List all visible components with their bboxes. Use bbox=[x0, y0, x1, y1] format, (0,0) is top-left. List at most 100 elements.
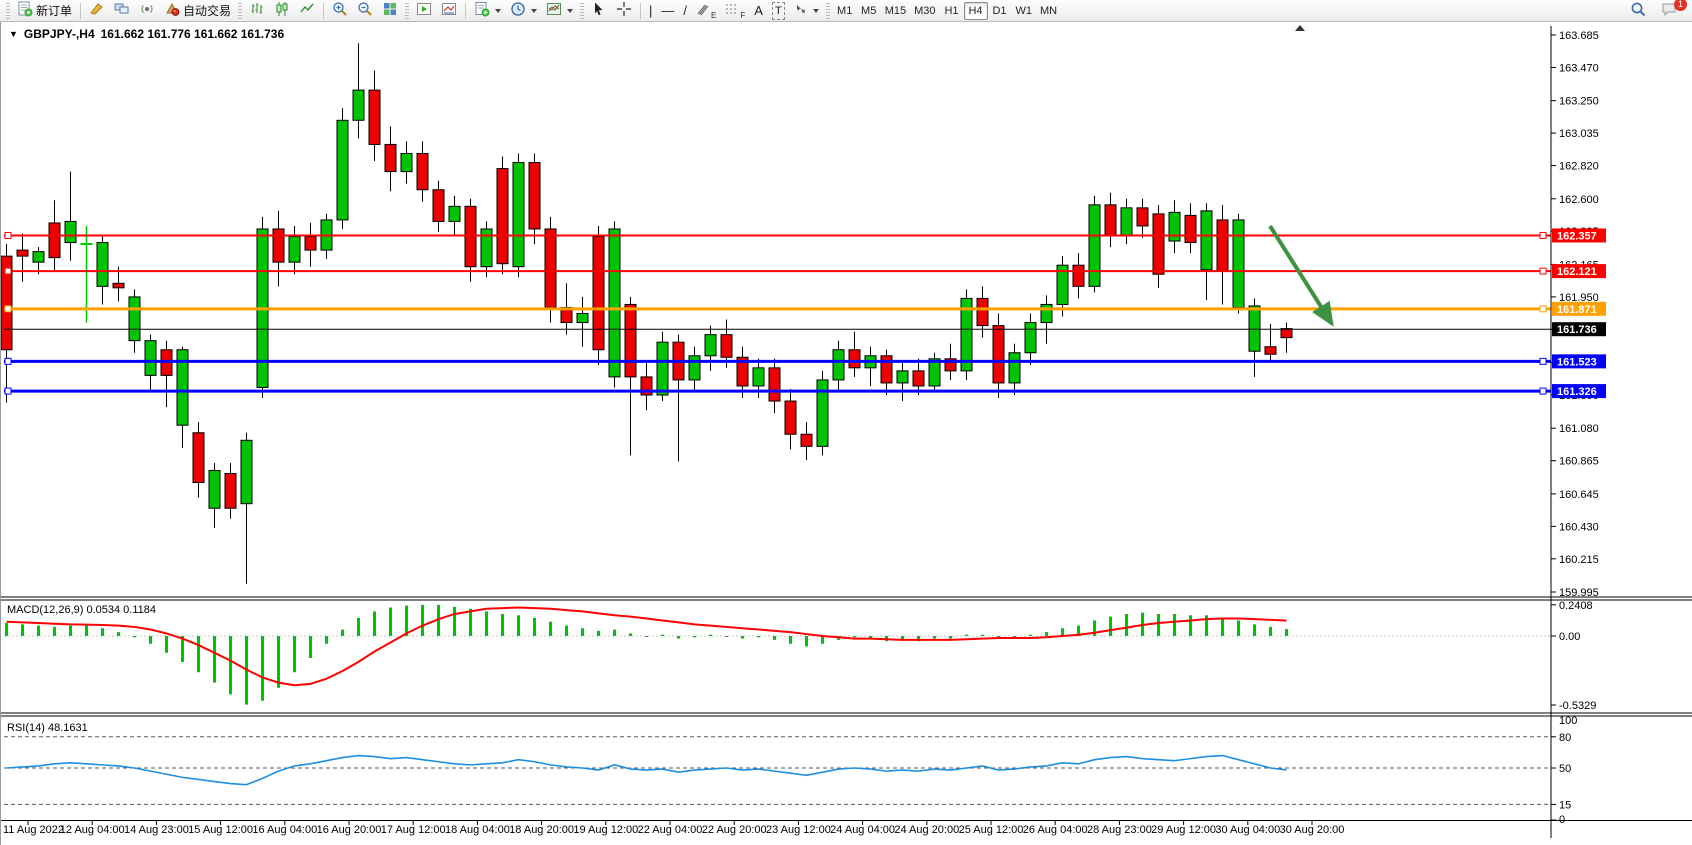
vertical-line-tool[interactable]: | bbox=[645, 1, 656, 21]
price-label-box bbox=[1552, 301, 1606, 316]
fibonacci-tool[interactable]: F bbox=[721, 1, 749, 21]
svg-text:26 Aug 04:00: 26 Aug 04:00 bbox=[1023, 824, 1088, 836]
signals-button[interactable] bbox=[135, 1, 159, 21]
toolbar-grip[interactable] bbox=[825, 2, 830, 19]
autotrading-icon bbox=[164, 1, 180, 20]
bar-chart-icon bbox=[249, 1, 265, 20]
timeframe-m15[interactable]: M15 bbox=[884, 4, 907, 17]
candle bbox=[624, 303, 637, 378]
strategy-tester-button[interactable] bbox=[412, 1, 436, 21]
chart-title: ▼ GBPJPY-,H4 161.662 161.776 161.662 161… bbox=[7, 27, 287, 41]
candlestick-chart-icon bbox=[274, 1, 290, 20]
svg-text:160.645: 160.645 bbox=[1559, 489, 1599, 501]
search-button[interactable] bbox=[1626, 1, 1651, 21]
separator bbox=[640, 2, 642, 19]
svg-text:19 Aug 12:00: 19 Aug 12:00 bbox=[573, 824, 638, 836]
equidistant-channel-tool[interactable]: E bbox=[692, 1, 720, 21]
new-order-button[interactable]: 新订单 bbox=[13, 1, 76, 21]
collapse-arrow-icon[interactable]: ▼ bbox=[9, 29, 18, 39]
candle bbox=[1104, 204, 1117, 236]
zoom-in-button[interactable] bbox=[328, 1, 352, 21]
candle bbox=[720, 334, 733, 358]
notification-badge: 1 bbox=[1674, 0, 1687, 11]
notifications-button[interactable]: 1 bbox=[1657, 0, 1687, 21]
toolbar-grip[interactable] bbox=[238, 2, 243, 19]
toolbar-grip[interactable] bbox=[405, 2, 410, 19]
svg-text:24 Aug 04:00: 24 Aug 04:00 bbox=[830, 824, 895, 836]
candle bbox=[1040, 303, 1053, 324]
autotrading-button[interactable]: 自动交易 bbox=[160, 1, 235, 21]
timeframe-d1[interactable]: D1 bbox=[992, 4, 1007, 17]
price-label-box bbox=[1552, 384, 1606, 399]
macd-panel: 0.2408 0.00 -0.5329 MACD(12,26,9) 0.0534 0.… bbox=[4, 600, 1596, 712]
text-label-tool[interactable]: T bbox=[768, 1, 789, 21]
text-tool[interactable]: A bbox=[750, 1, 767, 21]
candlestick-chart-button[interactable] bbox=[270, 1, 294, 21]
line-chart-button[interactable] bbox=[295, 1, 319, 21]
rsi-panel: 100 80 50 15 0 RSI(14) 48.1631 bbox=[4, 715, 1577, 826]
market-watch-button[interactable] bbox=[110, 1, 134, 21]
styler-button[interactable] bbox=[85, 1, 109, 21]
candle bbox=[480, 228, 493, 268]
svg-text:24 Aug 20:00: 24 Aug 20:00 bbox=[894, 824, 959, 836]
svg-text:25 Aug 12:00: 25 Aug 12:00 bbox=[959, 824, 1024, 836]
separator bbox=[323, 2, 325, 19]
candle bbox=[768, 367, 781, 402]
candle bbox=[352, 89, 365, 121]
svg-text:28 Aug 23:00: 28 Aug 23:00 bbox=[1087, 824, 1152, 836]
timeframe-h1[interactable]: H1 bbox=[944, 4, 959, 17]
candle bbox=[944, 358, 957, 372]
timeframe-m30[interactable]: M30 bbox=[914, 4, 936, 17]
panel-frames bbox=[0, 22, 1692, 845]
price-labels: 162.357 162.121 161.871 161.736 161.523 161.3… bbox=[1552, 228, 1606, 399]
svg-text:160.215: 160.215 bbox=[1559, 554, 1599, 566]
candle bbox=[1168, 211, 1181, 242]
timeframe-m1[interactable]: M1 bbox=[837, 4, 853, 17]
timeframe-w1[interactable]: W1 bbox=[1015, 4, 1033, 17]
toolbar-grip[interactable] bbox=[6, 2, 10, 19]
templates-button[interactable] bbox=[542, 1, 577, 21]
arrows-tool[interactable] bbox=[790, 1, 823, 21]
svg-text:29 Aug 12:00: 29 Aug 12:00 bbox=[1151, 824, 1216, 836]
candle bbox=[464, 205, 477, 268]
zoom-out-button[interactable] bbox=[353, 1, 377, 21]
svg-text:18 Aug 04:00: 18 Aug 04:00 bbox=[445, 824, 510, 836]
svg-text:163.250: 163.250 bbox=[1559, 96, 1599, 108]
clock-icon bbox=[510, 1, 526, 20]
timeframe-m5[interactable]: M5 bbox=[861, 4, 877, 17]
candle bbox=[400, 152, 413, 173]
candle bbox=[192, 432, 205, 484]
indicator-window-button[interactable] bbox=[437, 1, 461, 21]
candle bbox=[128, 296, 141, 342]
chart-canvas[interactable]: 163.685 163.470 163.250 163.035 162.820 162.6… bbox=[0, 22, 1692, 845]
candle bbox=[1232, 219, 1245, 308]
crosshair-tool-button[interactable] bbox=[612, 1, 636, 21]
tile-windows-button[interactable] bbox=[378, 1, 402, 21]
candle bbox=[304, 236, 317, 251]
indicators-add-button[interactable] bbox=[470, 1, 505, 21]
horizontal-line-tool[interactable]: — bbox=[657, 1, 678, 21]
toolbar-grip[interactable] bbox=[580, 2, 585, 19]
candle bbox=[656, 341, 669, 396]
chart-shift-marker[interactable] bbox=[1295, 25, 1305, 31]
candle bbox=[224, 473, 237, 509]
trendline-tool[interactable]: / bbox=[679, 1, 691, 21]
candles-layer bbox=[0, 43, 1293, 584]
candle bbox=[112, 282, 125, 289]
annotation-arrow[interactable] bbox=[1268, 224, 1334, 327]
periods-button[interactable] bbox=[506, 1, 541, 21]
cursor-tool-button[interactable] bbox=[587, 1, 611, 21]
candle bbox=[1136, 207, 1149, 227]
candle bbox=[432, 189, 445, 222]
text-label-icon: T bbox=[771, 1, 785, 20]
caret-down-icon bbox=[567, 8, 574, 13]
timeframe-h4[interactable]: H4 bbox=[963, 1, 988, 20]
toolbar-right: 1 bbox=[1626, 0, 1688, 21]
svg-text:11 Aug 2022: 11 Aug 2022 bbox=[3, 824, 64, 836]
price-label-box bbox=[1552, 228, 1606, 243]
price-label-box bbox=[1552, 322, 1606, 337]
timeframe-mn[interactable]: MN bbox=[1040, 4, 1058, 17]
bar-chart-button[interactable] bbox=[245, 1, 269, 21]
candle bbox=[1216, 219, 1229, 272]
